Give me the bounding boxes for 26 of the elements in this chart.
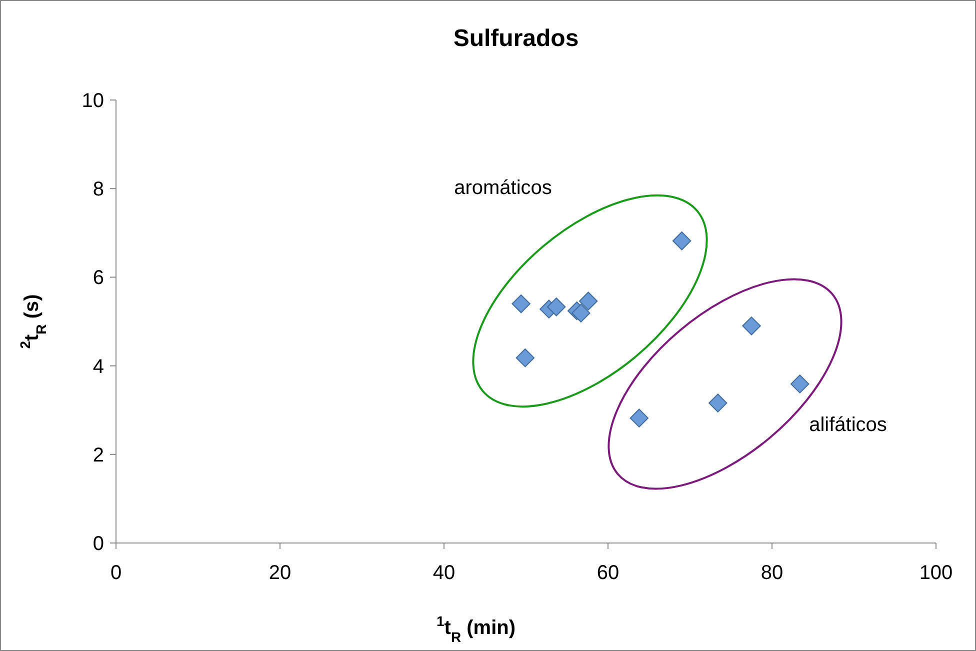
point — [512, 294, 530, 314]
y-tick-label: 10 — [82, 90, 104, 112]
y-tick-label: 6 — [92, 267, 104, 290]
point — [708, 394, 728, 412]
point — [516, 348, 535, 368]
x-tick-label: 20 — [268, 562, 292, 584]
chart-title: Sulfurados — [453, 25, 579, 52]
y-tick-label: 4 — [92, 356, 104, 378]
point — [546, 298, 566, 316]
point — [572, 304, 590, 322]
annotation: aromáticos — [454, 177, 552, 199]
x-axis-title: $^{1}$t$_{R}$ (min) — [436, 613, 516, 645]
x-tick-label: 0 — [110, 562, 122, 584]
annotation: alifáticos — [809, 414, 887, 436]
x-tick-label: 80 — [760, 562, 784, 584]
y-tick-label: 8 — [92, 178, 104, 201]
point — [630, 408, 649, 428]
x-tick-label: 100 — [919, 562, 953, 584]
point — [790, 374, 810, 394]
point — [578, 292, 598, 310]
y-tick-label: 2 — [92, 444, 104, 466]
x-tick-label: 40 — [432, 562, 456, 584]
y-tick-label: 0 — [92, 533, 104, 555]
x-tick-label: 60 — [596, 562, 620, 584]
point — [672, 232, 692, 250]
point — [742, 316, 761, 336]
